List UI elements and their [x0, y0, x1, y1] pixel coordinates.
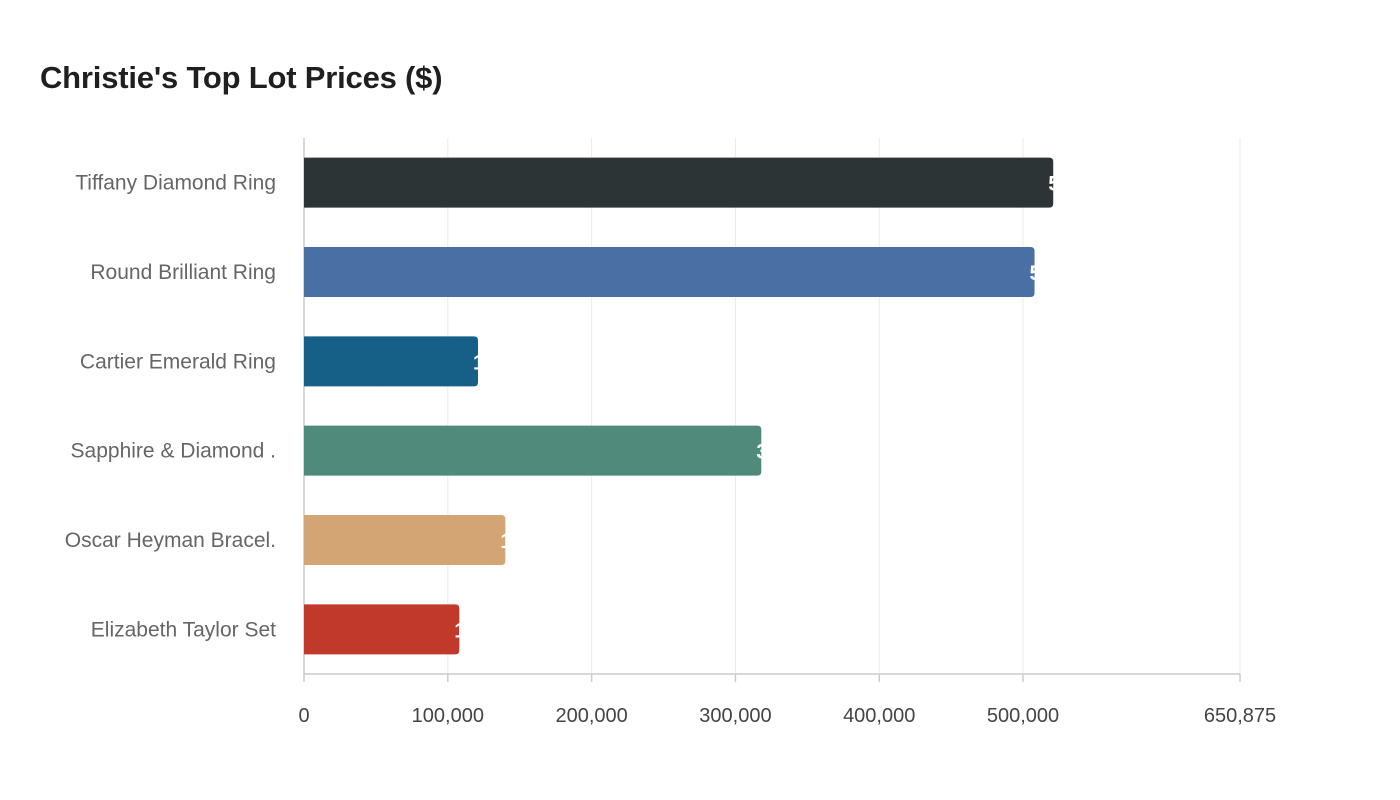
category-label: Round Brilliant Ring — [90, 261, 276, 284]
x-tick-label: 100,000 — [412, 705, 484, 727]
value-label: 1 — [500, 530, 512, 553]
x-tick-label: 0 — [298, 705, 309, 727]
value-label: 1 — [454, 619, 466, 642]
value-label: 1 — [473, 351, 485, 374]
chart-title: Christie's Top Lot Prices ($) — [40, 60, 443, 95]
category-label: Tiffany Diamond Ring — [75, 172, 276, 195]
category-label: Sapphire & Diamond . — [71, 440, 276, 463]
category-label: Elizabeth Taylor Set — [91, 618, 276, 641]
x-tick-label: 650,875 — [1204, 705, 1276, 727]
x-tick-label: 500,000 — [987, 705, 1059, 727]
bar — [304, 515, 506, 565]
bar — [304, 425, 762, 476]
value-label: 3 — [756, 441, 768, 464]
category-label: Cartier Emerald Ring — [80, 350, 276, 373]
value-label: 5 — [1048, 173, 1060, 196]
bar — [304, 157, 1054, 208]
x-tick-label: 200,000 — [555, 705, 627, 727]
bar — [304, 604, 460, 655]
value-label: 5 — [1030, 262, 1042, 285]
bar — [304, 247, 1035, 297]
x-tick-label: 300,000 — [699, 705, 771, 727]
bar — [304, 336, 479, 387]
x-tick-label: 400,000 — [843, 705, 915, 727]
category-label: Oscar Heyman Bracel. — [65, 529, 276, 552]
